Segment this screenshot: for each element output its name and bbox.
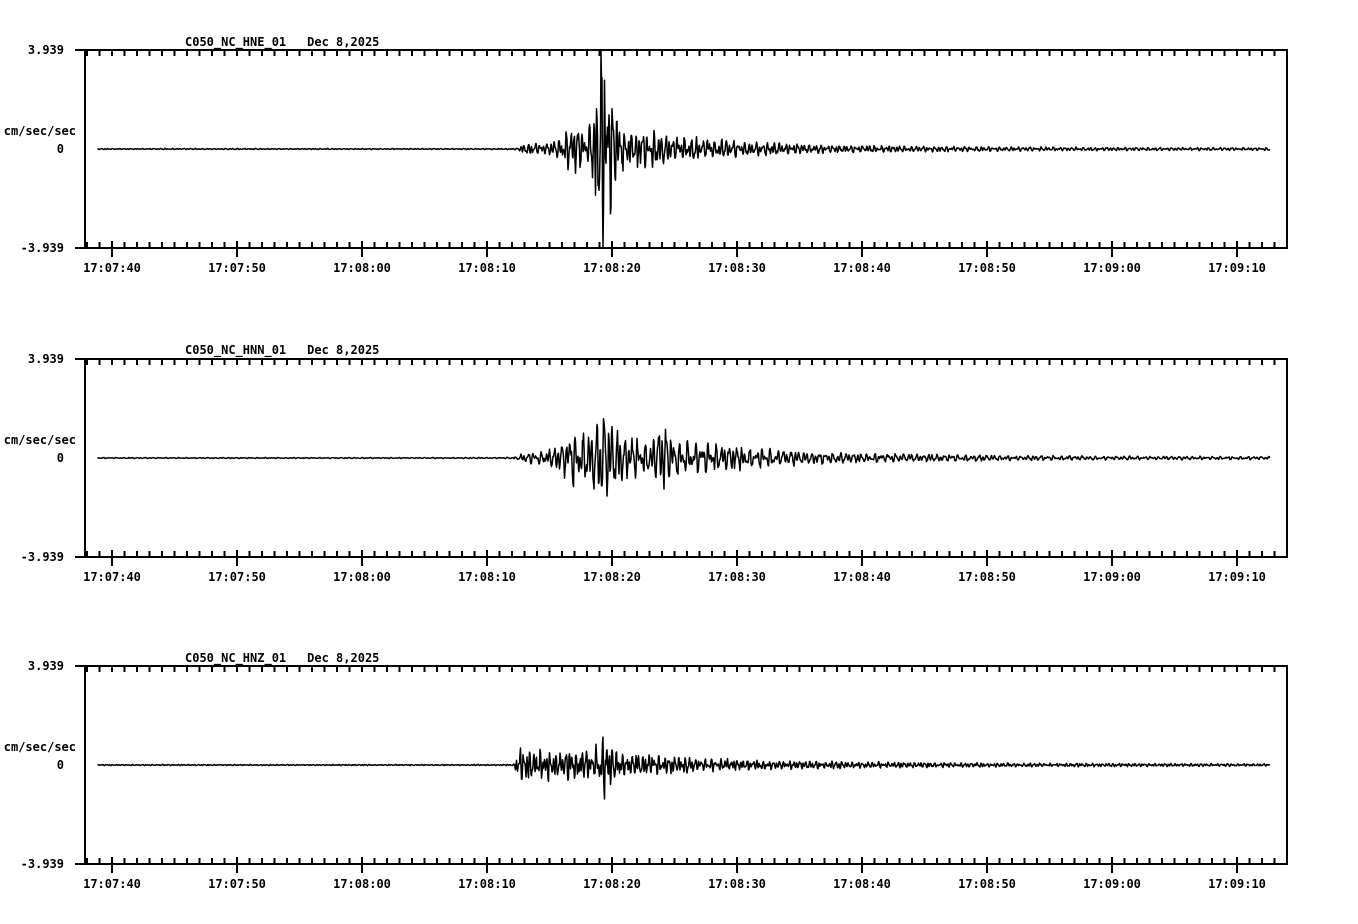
x-tick-label: 17:08:00 (333, 570, 391, 584)
x-tick-label: 17:09:00 (1083, 877, 1141, 891)
y-axis-min-label: -3.939 (20, 550, 64, 564)
x-tick-label: 17:09:10 (1208, 570, 1266, 584)
panel-axes-hne (75, 49, 1288, 257)
x-tick-label: 17:08:10 (458, 261, 516, 275)
x-tick-label: 17:08:10 (458, 877, 516, 891)
x-tick-label: 17:08:30 (708, 570, 766, 584)
y-axis-units-label: cm/sec/sec (3, 124, 76, 138)
date-label: Dec 8,2025 (307, 651, 380, 665)
y-axis-max-label: 3.939 (27, 43, 64, 57)
x-tick-label: 17:08:40 (833, 570, 891, 584)
x-tick-label: 17:08:00 (333, 877, 391, 891)
station-channel-label: C050_NC_HNE_01 (185, 35, 287, 49)
x-tick-label: 17:07:40 (83, 570, 141, 584)
waveform-trace-hne (97, 50, 1271, 248)
panel-hnz: C050_NC_HNZ_01 Dec 8,2025 3.939 cm/sec/s… (0, 0, 1358, 891)
x-tick-label: 17:08:40 (833, 261, 891, 275)
x-tick-label: 17:08:30 (708, 261, 766, 275)
x-tick-label: 17:08:50 (958, 261, 1016, 275)
panel-hne: C050_NC_HNE_01 Dec 8,2025 3.939 cm/sec/s… (0, 0, 1358, 275)
x-tick-label: 17:07:50 (208, 570, 266, 584)
x-tick-label: 17:09:00 (1083, 261, 1141, 275)
panel-hnn: C050_NC_HNN_01 Dec 8,2025 3.939 cm/sec/s… (0, 0, 1358, 584)
x-tick-label: 17:08:50 (958, 877, 1016, 891)
trace-title-hne: C050_NC_HNE_01 Dec 8,2025 (185, 35, 379, 49)
x-tick-label: 17:07:50 (208, 261, 266, 275)
x-tick-label: 17:08:40 (833, 877, 891, 891)
waveform-trace-hnn (97, 418, 1271, 497)
x-tick-label: 17:08:20 (583, 261, 641, 275)
x-tick-label: 17:09:10 (1208, 261, 1266, 275)
trace-title-hnn: C050_NC_HNN_01 Dec 8,2025 (185, 343, 379, 357)
y-axis-zero-label: 0 (56, 142, 64, 156)
station-channel-label: C050_NC_HNZ_01 (185, 651, 287, 665)
x-tick-label: 17:08:20 (583, 877, 641, 891)
panel-axes-hnn (75, 358, 1288, 566)
y-axis-units-label: cm/sec/sec (3, 740, 76, 754)
x-axis-tick-labels: 17:07:40 17:07:50 17:08:00 17:08:10 17:08:20… (0, 261, 1358, 275)
date-label: Dec 8,2025 (307, 35, 380, 49)
waveform-trace-hnz (97, 736, 1271, 800)
date-label: Dec 8,2025 (307, 343, 380, 357)
x-tick-label: 17:08:30 (708, 877, 766, 891)
x-axis-tick-labels: 17:07:40 17:07:50 17:08:00 17:08:10 17:08:20… (0, 877, 1358, 891)
x-tick-label: 17:09:10 (1208, 877, 1266, 891)
trace-title-hnz: C050_NC_HNZ_01 Dec 8,2025 (185, 651, 379, 665)
y-axis-min-label: -3.939 (20, 241, 64, 255)
y-axis-min-label: -3.939 (20, 857, 64, 871)
panel-axes-hnz (75, 665, 1288, 873)
y-axis-units-label: cm/sec/sec (3, 433, 76, 447)
x-tick-label: 17:08:20 (583, 570, 641, 584)
station-channel-label: C050_NC_HNN_01 (185, 343, 287, 357)
x-tick-label: 17:07:40 (83, 261, 141, 275)
y-axis-max-label: 3.939 (27, 659, 64, 673)
x-tick-label: 17:08:00 (333, 261, 391, 275)
x-tick-label: 17:08:10 (458, 570, 516, 584)
x-tick-label: 17:07:50 (208, 877, 266, 891)
x-axis-tick-labels: 17:07:40 17:07:50 17:08:00 17:08:10 17:08:20… (0, 570, 1358, 584)
x-tick-label: 17:08:50 (958, 570, 1016, 584)
y-axis-zero-label: 0 (56, 451, 64, 465)
x-tick-label: 17:07:40 (83, 877, 141, 891)
x-tick-label: 17:09:00 (1083, 570, 1141, 584)
y-axis-zero-label: 0 (56, 758, 64, 772)
y-axis-max-label: 3.939 (27, 352, 64, 366)
